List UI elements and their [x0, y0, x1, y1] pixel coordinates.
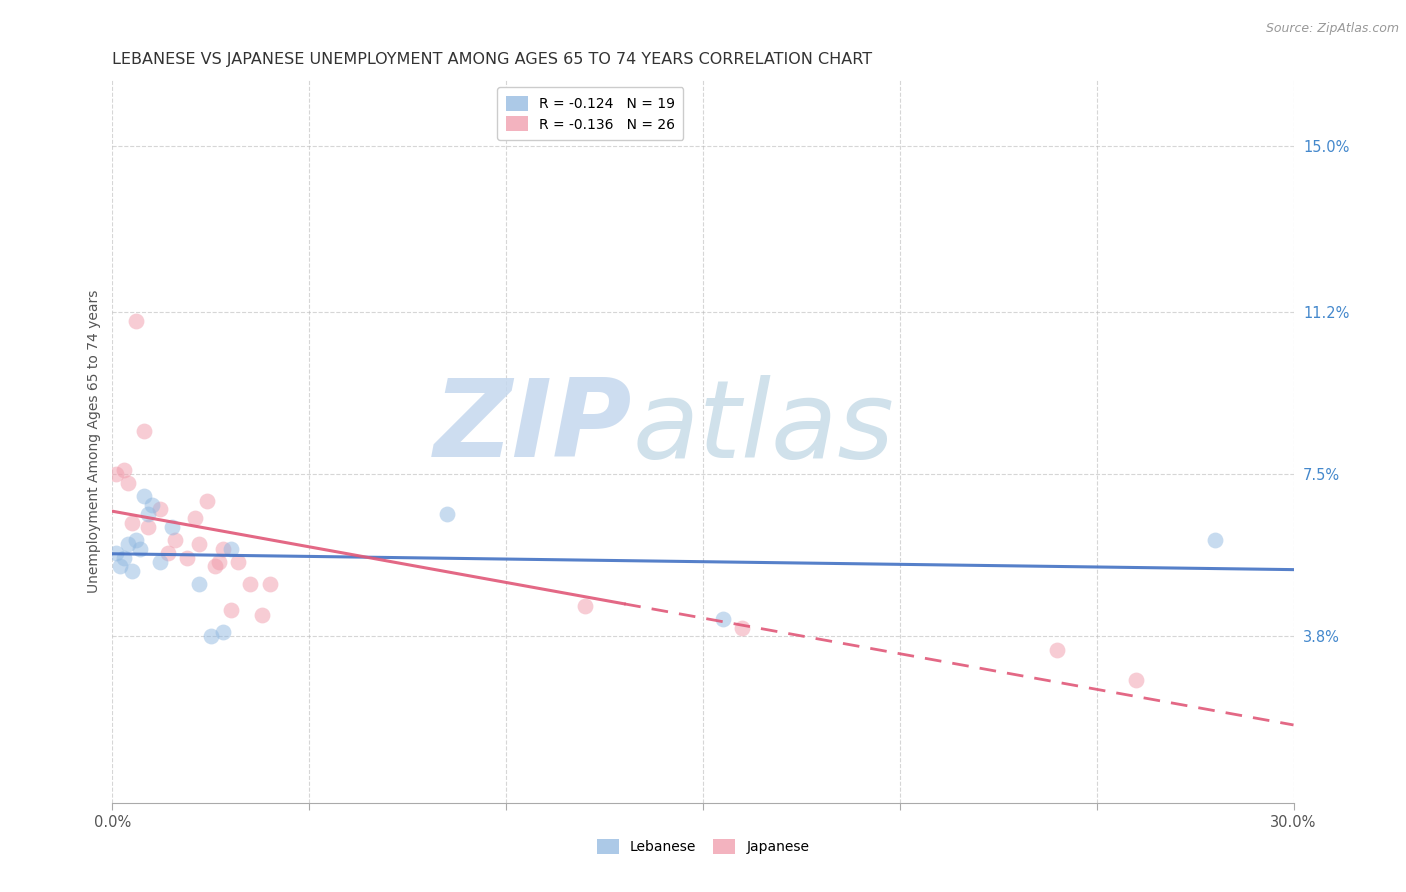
Point — [117, 476, 139, 491]
Point — [136, 507, 159, 521]
Text: atlas: atlas — [633, 375, 894, 480]
Point — [219, 603, 242, 617]
Point — [188, 577, 211, 591]
Point — [1204, 533, 1226, 547]
Point — [125, 314, 148, 328]
Point — [188, 537, 211, 551]
Text: Source: ZipAtlas.com: Source: ZipAtlas.com — [1265, 22, 1399, 36]
Point — [208, 555, 231, 569]
Point — [1046, 642, 1069, 657]
Point — [112, 463, 135, 477]
Point — [436, 507, 458, 521]
Point — [121, 516, 143, 530]
Point — [110, 559, 132, 574]
Point — [136, 520, 159, 534]
Y-axis label: Unemployment Among Ages 65 to 74 years: Unemployment Among Ages 65 to 74 years — [87, 290, 101, 593]
Point — [211, 625, 233, 640]
Point — [176, 550, 198, 565]
Point — [125, 533, 148, 547]
Point — [195, 493, 218, 508]
Point — [160, 520, 183, 534]
Point — [132, 489, 155, 503]
Legend: Lebanese, Japanese: Lebanese, Japanese — [589, 831, 817, 861]
Point — [200, 629, 222, 643]
Text: ZIP: ZIP — [434, 374, 633, 480]
Point — [141, 498, 163, 512]
Point — [105, 546, 128, 560]
Point — [204, 559, 226, 574]
Point — [121, 564, 143, 578]
Point — [250, 607, 273, 622]
Point — [117, 537, 139, 551]
Point — [1125, 673, 1147, 688]
Point — [129, 541, 152, 556]
Point — [132, 424, 155, 438]
Point — [711, 612, 734, 626]
Point — [156, 546, 179, 560]
Point — [149, 555, 172, 569]
Point — [574, 599, 596, 613]
Point — [149, 502, 172, 516]
Point — [239, 577, 262, 591]
Point — [228, 555, 250, 569]
Point — [731, 621, 754, 635]
Point — [219, 541, 242, 556]
Point — [165, 533, 187, 547]
Point — [184, 511, 207, 525]
Point — [259, 577, 281, 591]
Point — [105, 467, 128, 482]
Point — [211, 541, 233, 556]
Point — [112, 550, 135, 565]
Text: LEBANESE VS JAPANESE UNEMPLOYMENT AMONG AGES 65 TO 74 YEARS CORRELATION CHART: LEBANESE VS JAPANESE UNEMPLOYMENT AMONG … — [112, 52, 873, 67]
